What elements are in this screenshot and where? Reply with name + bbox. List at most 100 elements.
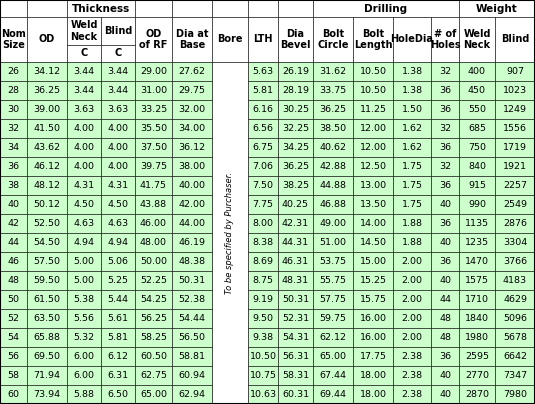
- Bar: [459, 252, 495, 271]
- Text: 5.32: 5.32: [73, 333, 95, 342]
- Bar: [495, 119, 535, 138]
- Bar: [101, 214, 135, 233]
- Bar: [431, 252, 459, 271]
- Bar: [172, 195, 212, 214]
- Bar: [353, 195, 393, 214]
- Bar: [27, 252, 67, 271]
- Text: 12.00: 12.00: [360, 124, 386, 133]
- Text: 43.62: 43.62: [33, 143, 60, 152]
- Text: 67.44: 67.44: [319, 371, 347, 380]
- Bar: [101, 100, 135, 119]
- Bar: [459, 309, 495, 328]
- Text: 6.00: 6.00: [73, 352, 95, 361]
- Bar: [278, 328, 313, 347]
- Bar: [0, 385, 27, 404]
- Text: 5096: 5096: [503, 314, 527, 323]
- Text: 1.75: 1.75: [401, 162, 423, 171]
- Bar: [248, 157, 278, 176]
- Text: 56.25: 56.25: [140, 314, 167, 323]
- Text: 7.06: 7.06: [253, 162, 273, 171]
- Bar: [67, 62, 101, 81]
- Text: 57.50: 57.50: [34, 257, 60, 266]
- Text: 18.00: 18.00: [360, 371, 386, 380]
- Text: 57.75: 57.75: [319, 295, 347, 304]
- Text: 5.81: 5.81: [253, 86, 273, 95]
- Bar: [27, 233, 67, 252]
- Text: 13.00: 13.00: [360, 181, 387, 190]
- Bar: [0, 176, 27, 195]
- Text: 10.50: 10.50: [249, 352, 277, 361]
- Bar: [313, 119, 353, 138]
- Bar: [135, 290, 172, 309]
- Bar: [0, 81, 27, 100]
- Bar: [101, 385, 135, 404]
- Bar: [393, 290, 431, 309]
- Bar: [495, 62, 535, 81]
- Text: 6.75: 6.75: [253, 143, 273, 152]
- Bar: [248, 271, 278, 290]
- Bar: [278, 271, 313, 290]
- Bar: [431, 347, 459, 366]
- Text: 4629: 4629: [503, 295, 527, 304]
- Text: 62.94: 62.94: [179, 390, 205, 399]
- Text: 14.00: 14.00: [360, 219, 386, 228]
- Bar: [313, 176, 353, 195]
- Bar: [393, 385, 431, 404]
- Bar: [135, 62, 172, 81]
- Bar: [313, 366, 353, 385]
- Text: 36: 36: [439, 86, 451, 95]
- Text: 36: 36: [439, 219, 451, 228]
- Text: 36: 36: [7, 162, 20, 171]
- Bar: [67, 157, 101, 176]
- Text: 5.00: 5.00: [73, 257, 95, 266]
- Bar: [67, 271, 101, 290]
- Bar: [101, 271, 135, 290]
- Text: 10.75: 10.75: [249, 371, 277, 380]
- Bar: [27, 385, 67, 404]
- Text: 1980: 1980: [465, 333, 489, 342]
- Bar: [393, 62, 431, 81]
- Text: 54.44: 54.44: [179, 314, 205, 323]
- Text: 1135: 1135: [465, 219, 489, 228]
- Bar: [172, 81, 212, 100]
- Bar: [393, 366, 431, 385]
- Bar: [172, 328, 212, 347]
- Bar: [353, 271, 393, 290]
- Text: 9.19: 9.19: [253, 295, 273, 304]
- Bar: [278, 385, 313, 404]
- Bar: [353, 366, 393, 385]
- Text: 26: 26: [7, 67, 19, 76]
- Bar: [27, 81, 67, 100]
- Bar: [135, 271, 172, 290]
- Text: 4.94: 4.94: [108, 238, 128, 247]
- Bar: [27, 119, 67, 138]
- Bar: [431, 176, 459, 195]
- Text: 38.50: 38.50: [319, 124, 347, 133]
- Text: To be specified by Purchaser.: To be specified by Purchaser.: [225, 172, 234, 294]
- Bar: [431, 119, 459, 138]
- Text: 52.31: 52.31: [282, 314, 309, 323]
- Bar: [459, 366, 495, 385]
- Bar: [135, 81, 172, 100]
- Text: 1710: 1710: [465, 295, 489, 304]
- Bar: [353, 17, 393, 62]
- Text: 2870: 2870: [465, 390, 489, 399]
- Bar: [0, 62, 27, 81]
- Text: 33.25: 33.25: [140, 105, 167, 114]
- Bar: [353, 233, 393, 252]
- Bar: [101, 233, 135, 252]
- Bar: [431, 157, 459, 176]
- Text: 1719: 1719: [503, 143, 527, 152]
- Text: 38.25: 38.25: [282, 181, 309, 190]
- Bar: [101, 366, 135, 385]
- Bar: [495, 233, 535, 252]
- Bar: [135, 157, 172, 176]
- Bar: [393, 195, 431, 214]
- Bar: [135, 0, 172, 17]
- Text: 6.00: 6.00: [73, 371, 95, 380]
- Text: 5.38: 5.38: [73, 295, 95, 304]
- Text: 5.25: 5.25: [108, 276, 128, 285]
- Bar: [495, 309, 535, 328]
- Bar: [353, 328, 393, 347]
- Bar: [393, 81, 431, 100]
